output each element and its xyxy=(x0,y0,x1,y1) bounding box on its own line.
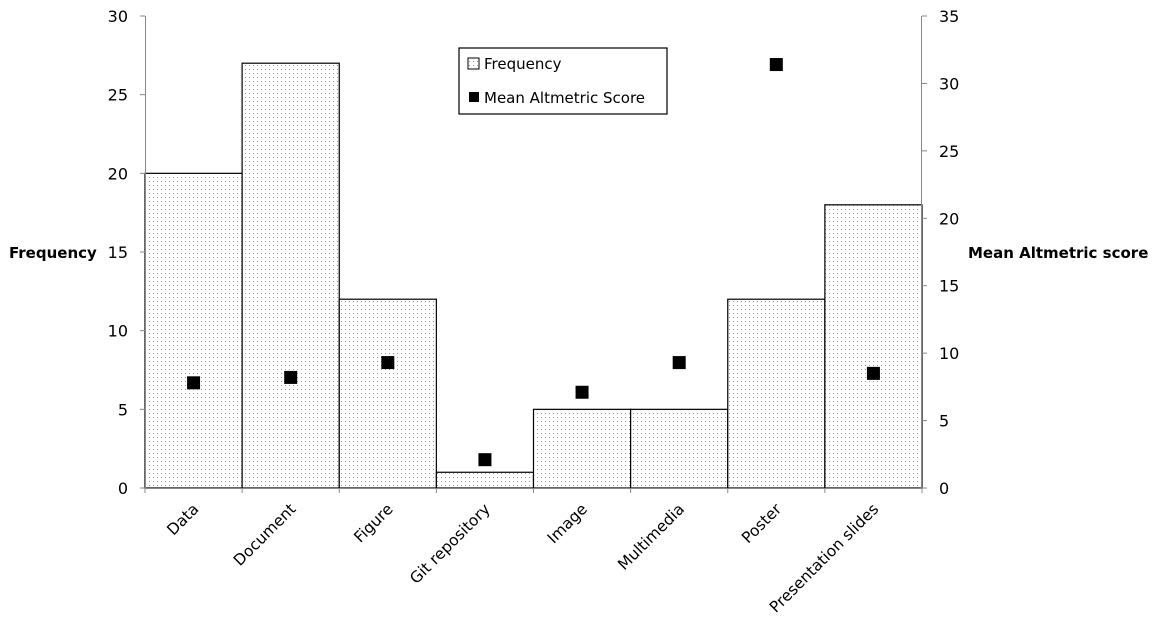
left-axis-tick-label: 20 xyxy=(108,164,128,183)
left-axis-tick-label: 30 xyxy=(108,7,128,26)
legend-frequency-swatch xyxy=(467,57,480,70)
left-axis-tick-label: 15 xyxy=(108,243,128,262)
x-category-label: Data xyxy=(163,500,202,539)
right-axis-tick-label: 10 xyxy=(939,344,959,363)
marker-mean-altmetric xyxy=(672,356,686,370)
right-axis-tick-label: 35 xyxy=(939,7,959,26)
left-axis-tick-label: 0 xyxy=(118,479,128,498)
left-axis-tick-label: 10 xyxy=(108,322,128,341)
legend-altmetric-swatch xyxy=(469,92,479,102)
x-category-label: Git repository xyxy=(406,500,493,587)
x-category-label: Figure xyxy=(350,500,396,546)
left-axis-ticks: 0 5 10 15 20 25 30 xyxy=(108,7,145,498)
right-axis-tick-label: 0 xyxy=(939,479,949,498)
legend-altmetric-label: Mean Altmetric Score xyxy=(484,89,645,107)
bar-frequency xyxy=(532,408,632,489)
marker-mean-altmetric xyxy=(187,376,201,390)
x-category-label: Multimedia xyxy=(614,500,688,574)
right-axis-tick-label: 15 xyxy=(939,277,959,296)
marker-mean-altmetric xyxy=(284,370,298,384)
y-axis-title: Frequency xyxy=(9,244,97,262)
bar-frequency xyxy=(241,62,340,489)
x-axis-ticks: Data Document Figure Git repository Image Mul… xyxy=(144,488,923,616)
bar-frequency xyxy=(144,172,243,489)
marker-mean-altmetric xyxy=(478,453,492,467)
bar-frequency xyxy=(630,408,729,489)
right-axis-tick-label: 5 xyxy=(939,412,949,431)
marker-mean-altmetric xyxy=(866,366,880,380)
right-axis-ticks: 0 5 10 15 20 25 30 35 xyxy=(922,7,959,498)
bar-frequency xyxy=(435,471,535,489)
marker-mean-altmetric xyxy=(769,58,783,72)
legend-box xyxy=(458,47,668,115)
marker-mean-altmetric xyxy=(381,356,395,370)
x-category-label: Presentation slides xyxy=(766,500,882,616)
bar-frequency xyxy=(727,298,826,489)
right-axis-tick-label: 30 xyxy=(939,74,959,93)
right-axis-tick-label: 25 xyxy=(939,142,959,161)
legend: Frequency Mean Altmetric Score xyxy=(458,47,668,115)
y2-axis-title: Mean Altmetric score xyxy=(968,244,1148,262)
markers-group xyxy=(187,58,880,467)
bar-frequency xyxy=(338,298,437,489)
bars-group xyxy=(144,62,923,489)
left-axis-tick-label: 5 xyxy=(118,400,128,419)
bar-frequency xyxy=(824,204,923,489)
marker-mean-altmetric xyxy=(575,385,589,399)
right-axis-tick-label: 20 xyxy=(939,209,959,228)
x-category-label: Document xyxy=(230,500,300,570)
x-category-label: Image xyxy=(544,500,591,547)
legend-frequency-label: Frequency xyxy=(484,55,562,73)
x-category-label: Poster xyxy=(738,500,785,547)
left-axis-tick-label: 25 xyxy=(108,86,128,105)
